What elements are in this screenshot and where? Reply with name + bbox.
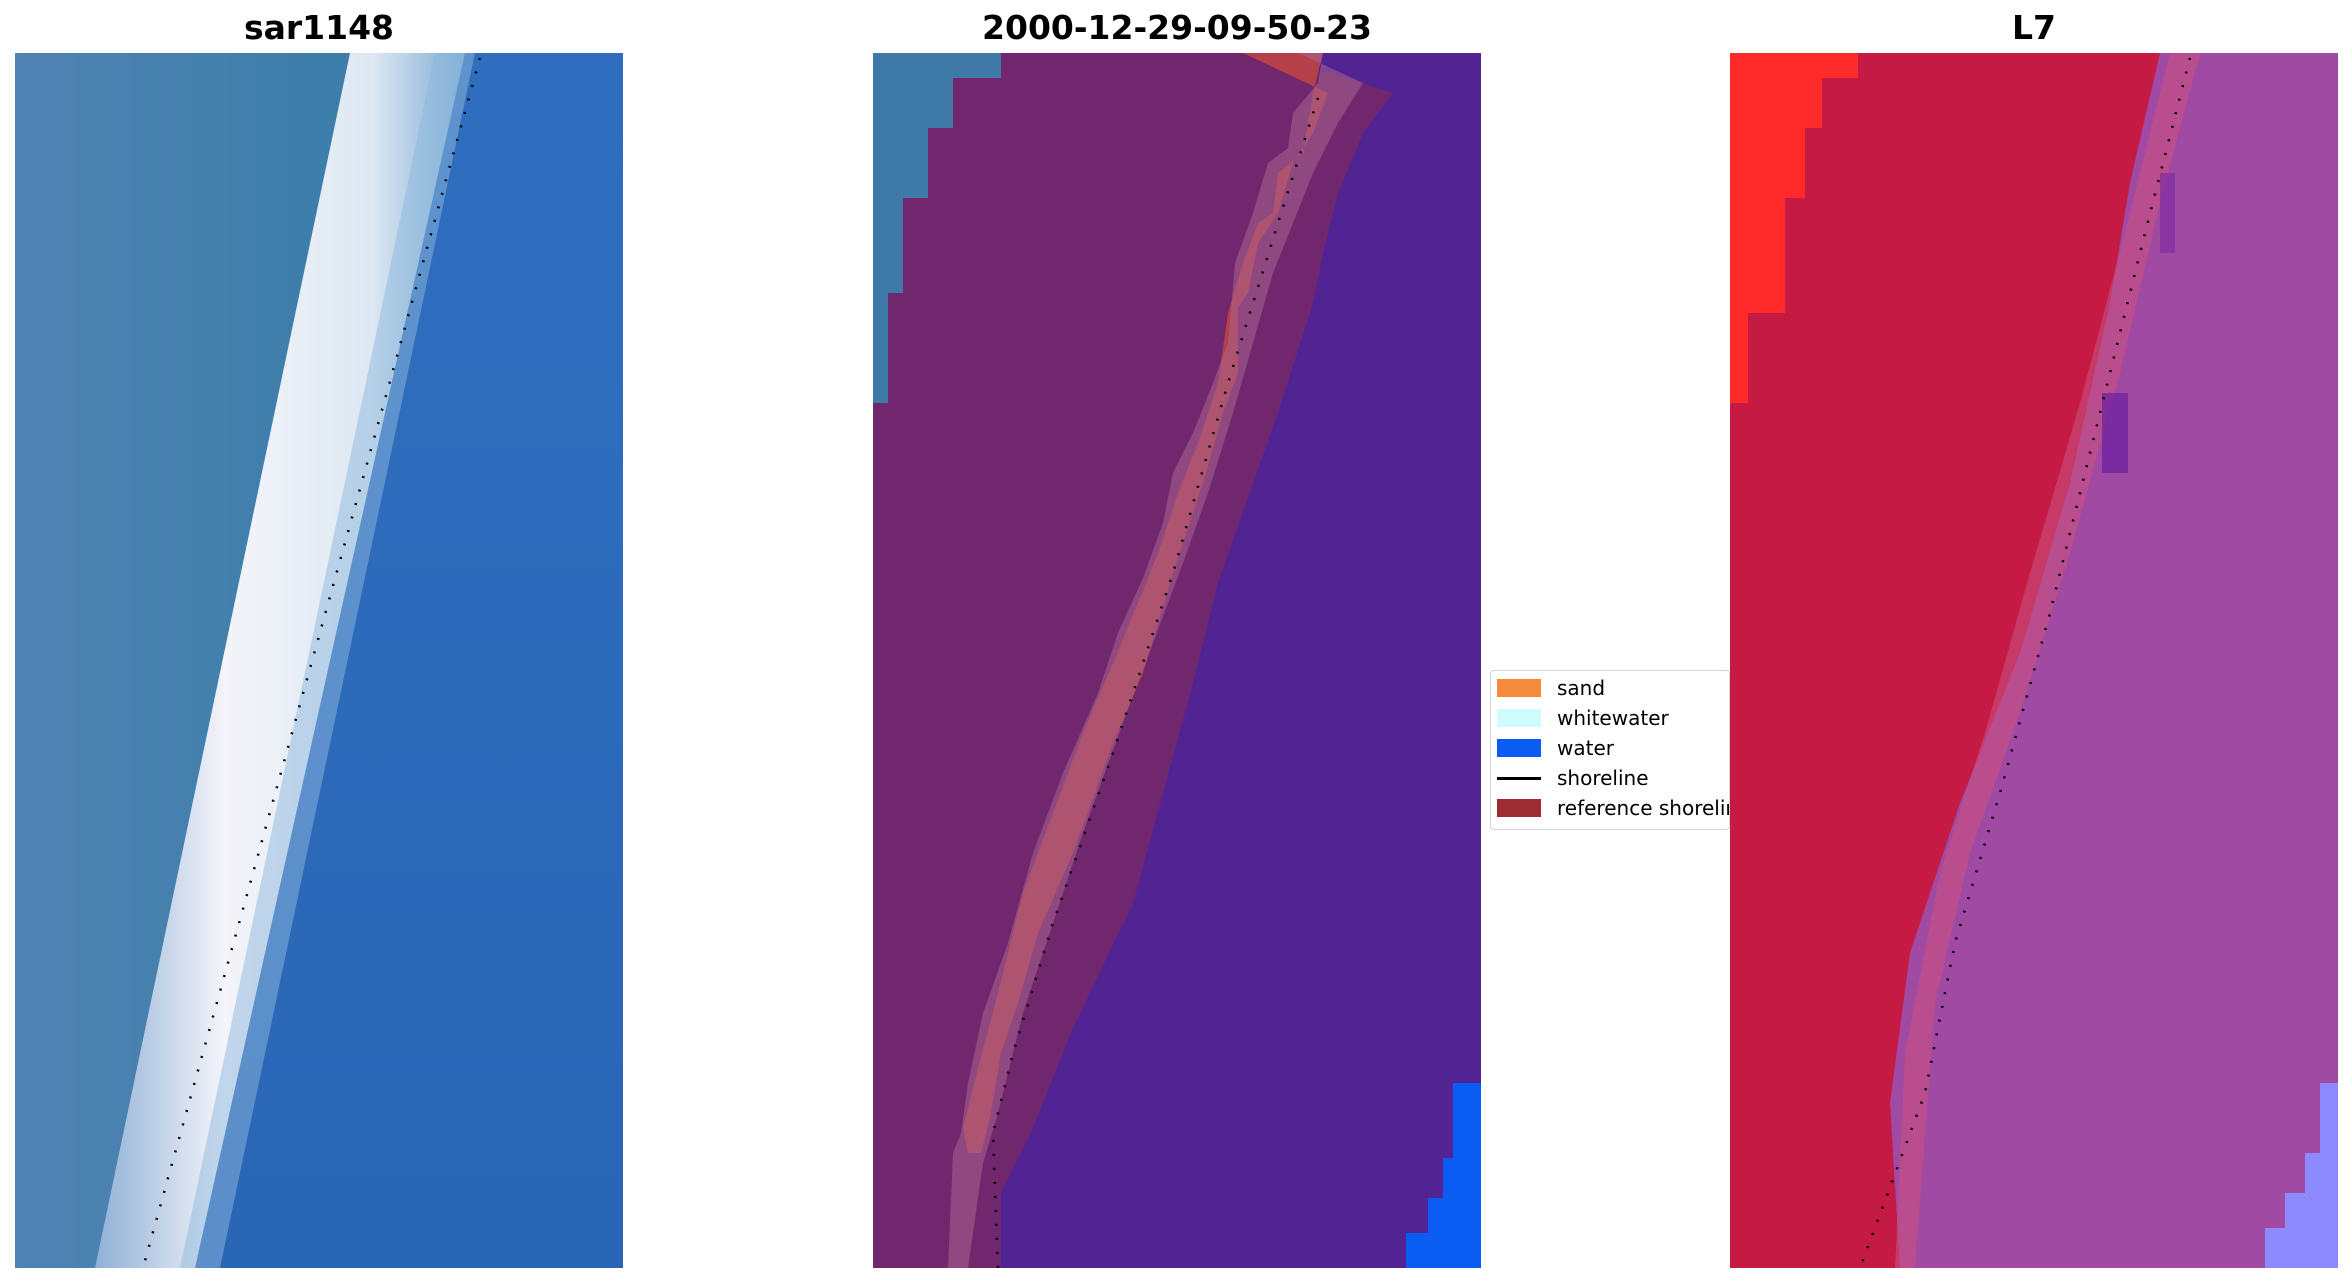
rgb-satellite-image (15, 53, 623, 1268)
legend-item-water: water (1497, 736, 1614, 760)
legend-item-whitewater: whitewater (1497, 706, 1669, 730)
whitewater-swatch (1497, 709, 1541, 727)
sand-swatch (1497, 679, 1541, 697)
legend-label: reference shoreline (1557, 796, 1729, 820)
legend-label: sand (1557, 676, 1606, 700)
legend: sand whitewater water shoreline referenc… (1490, 670, 1730, 830)
classified-image (873, 53, 1481, 1268)
reference-shoreline-swatch (1497, 799, 1541, 817)
panel-title-l7: L7 (2012, 8, 2056, 47)
legend-item-reference-shoreline: reference shoreline (1497, 796, 1729, 820)
legend-label: water (1557, 736, 1614, 760)
panel-title-sar1148: sar1148 (243, 8, 395, 47)
legend-label: whitewater (1557, 706, 1669, 730)
panel-title-date: 2000-12-29-09-50-23 (982, 8, 1372, 47)
false-color-image (1730, 53, 2338, 1268)
legend-label: shoreline (1557, 766, 1649, 790)
water-swatch (1497, 739, 1541, 757)
shoreline-line-swatch (1497, 776, 1541, 780)
legend-item-sand: sand (1497, 676, 1605, 700)
legend-item-shoreline: shoreline (1497, 766, 1649, 790)
